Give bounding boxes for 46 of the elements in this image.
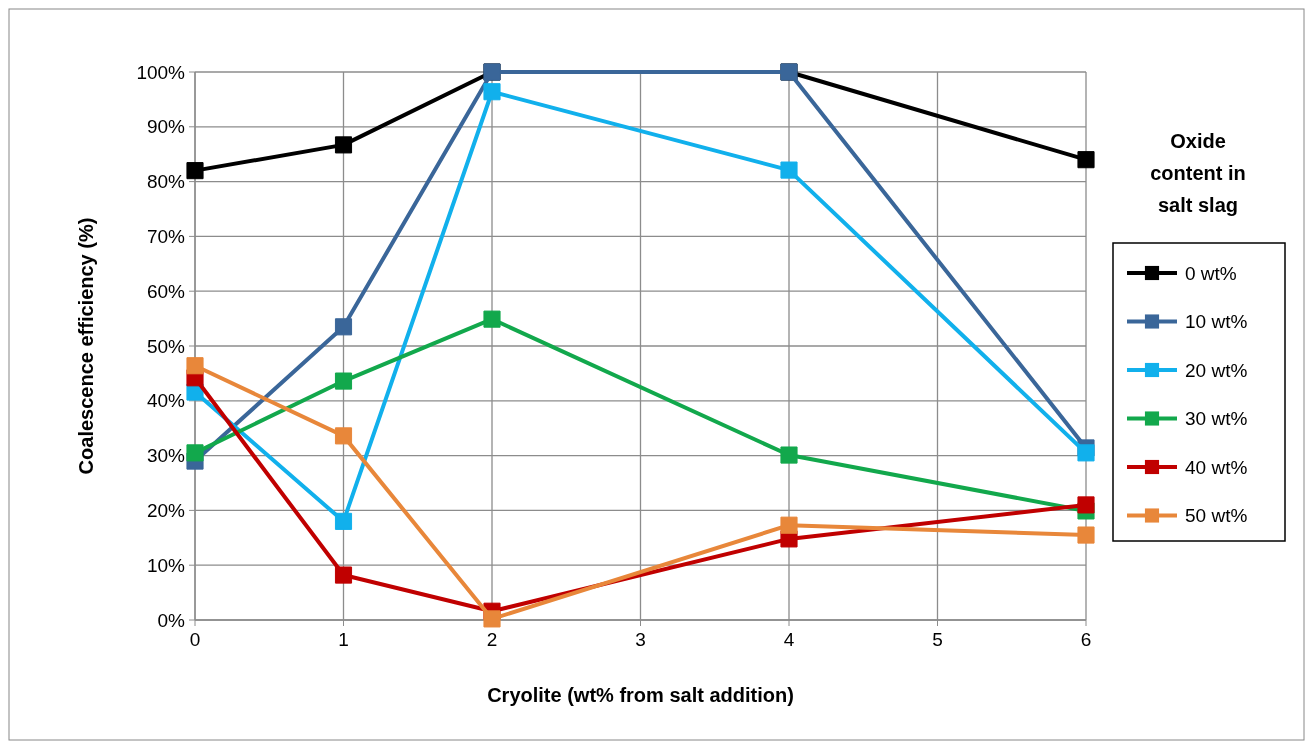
- point: [334, 427, 353, 445]
- point: [780, 161, 798, 179]
- point: [1077, 444, 1095, 462]
- legend-title: Oxide content in salt slag: [1150, 130, 1246, 216]
- y-tick-label: 70%: [146, 226, 186, 248]
- point: [186, 162, 204, 180]
- point: [186, 357, 204, 375]
- x-tick-label: 2: [486, 629, 498, 650]
- y-tick-label: 60%: [146, 280, 186, 302]
- y-tick-label: 80%: [146, 171, 186, 193]
- x-tick-label: 0: [189, 629, 201, 650]
- point: [780, 516, 798, 534]
- y-tick-label: 10%: [146, 554, 186, 576]
- point: [483, 310, 501, 328]
- legend-label: 50 wt%: [1185, 505, 1248, 527]
- y-tick-label: 100%: [136, 61, 186, 83]
- x-tick-label: 1: [338, 629, 349, 650]
- y-tick-label: 50%: [146, 335, 186, 357]
- point: [334, 512, 353, 530]
- point: [483, 610, 501, 628]
- x-axis-title: Cryolite (wt% from salt addition): [487, 684, 794, 706]
- point: [334, 372, 353, 390]
- legend-label: 10 wt%: [1185, 311, 1248, 333]
- point: [186, 444, 204, 462]
- legend-label: 30 wt%: [1185, 408, 1248, 430]
- point: [780, 446, 798, 464]
- y-tick-label: 40%: [146, 390, 186, 412]
- x-tick-label: 4: [783, 629, 795, 650]
- legend-label: 40 wt%: [1185, 456, 1248, 478]
- point: [1077, 526, 1095, 544]
- y-tick-label: 20%: [146, 500, 186, 522]
- x-tick-label: 3: [635, 629, 646, 650]
- point: [1077, 496, 1095, 514]
- point: [334, 318, 353, 336]
- y-axis-title: Coalescence efficiency (%): [75, 217, 97, 475]
- point: [483, 83, 501, 101]
- y-tick-label: 90%: [146, 116, 186, 138]
- x-tick-label: 5: [932, 629, 943, 650]
- legend-label: 20 wt%: [1185, 359, 1248, 381]
- y-tick-label: 30%: [146, 445, 186, 467]
- point: [334, 566, 353, 584]
- y-tick-label: 0%: [157, 609, 186, 631]
- point: [334, 136, 353, 154]
- x-tick-label: 6: [1080, 629, 1092, 650]
- legend-label: 0 wt%: [1185, 262, 1237, 284]
- point: [1077, 151, 1095, 169]
